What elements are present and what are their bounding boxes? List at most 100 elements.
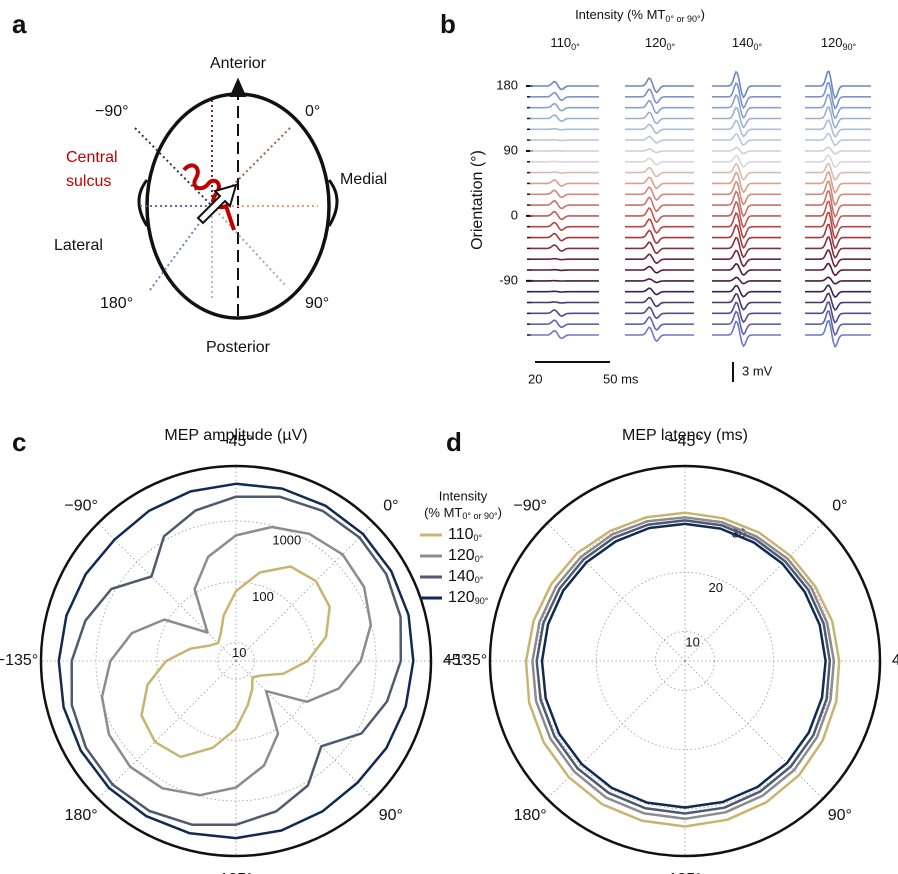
trace	[712, 211, 781, 240]
panel-label: b	[440, 9, 456, 39]
trace	[625, 111, 694, 125]
grid-line	[546, 522, 686, 662]
theta-tick-label: 45°	[892, 652, 898, 669]
trace	[712, 162, 781, 181]
label: Medial	[340, 171, 387, 188]
y-axis-label: Orientation (°)	[469, 150, 486, 250]
theta-tick-label: 90°	[828, 807, 852, 824]
label: Anterior	[210, 55, 267, 72]
trace	[712, 276, 781, 285]
text: 90°	[475, 596, 489, 606]
trace	[530, 199, 599, 210]
grid-circle	[156, 581, 316, 741]
label: Lateral	[54, 237, 103, 254]
trace	[805, 301, 871, 324]
panel-label: d	[446, 427, 462, 457]
trace	[625, 148, 694, 154]
text: 0°	[571, 42, 580, 52]
polar-chart: MEP latency (ms)−45° 0° 45° 90° 135° 180° −135…	[445, 427, 898, 874]
trace	[530, 301, 599, 304]
text: 0° or 90°	[462, 511, 498, 521]
trace	[712, 284, 781, 298]
trace	[805, 211, 871, 240]
trace	[805, 190, 871, 219]
trace	[805, 132, 871, 147]
text: 90°	[843, 42, 857, 52]
head-diagram	[134, 77, 339, 322]
trace	[712, 249, 781, 268]
r-tick-label: 10	[232, 645, 246, 660]
trace	[625, 77, 694, 94]
trace	[625, 326, 694, 343]
traces	[527, 70, 871, 349]
grid-line	[97, 660, 237, 800]
trace	[530, 257, 599, 261]
trace	[712, 132, 781, 147]
series-line	[535, 519, 832, 815]
text: 140	[732, 35, 754, 50]
series-line	[531, 516, 836, 821]
text: (% MT	[424, 505, 462, 520]
theta-tick-label: 90°	[379, 807, 403, 824]
trace	[712, 81, 781, 110]
trace	[805, 119, 871, 138]
series-line	[70, 495, 403, 826]
trace	[625, 287, 694, 296]
trace	[625, 196, 694, 213]
text: 110	[550, 35, 571, 50]
trace	[712, 223, 781, 250]
y-tick-label: 0	[511, 207, 518, 222]
trace	[805, 200, 871, 230]
y-tick-label: 180	[496, 77, 518, 92]
trace	[625, 123, 694, 135]
trace	[530, 80, 599, 91]
trace	[530, 114, 599, 123]
theta-tick-label: 135°	[668, 871, 701, 874]
text: 0°	[667, 42, 676, 52]
trace	[625, 206, 694, 224]
column-label: 1100°	[550, 35, 580, 52]
grid-line	[235, 522, 375, 662]
scale-label: 3 mV	[742, 363, 773, 378]
trace	[712, 154, 781, 168]
text: 120	[645, 35, 667, 50]
legend-label: 1200°	[448, 547, 484, 564]
text: 110	[448, 526, 474, 543]
series-line	[540, 522, 827, 809]
series-line	[100, 525, 373, 797]
trace	[712, 262, 781, 276]
panel-label: a	[12, 9, 27, 39]
coil-arrow	[196, 183, 238, 225]
theta-tick-label: 45°	[443, 652, 467, 669]
trace	[625, 99, 694, 115]
text: 0°	[475, 575, 484, 585]
trace	[530, 329, 599, 340]
theta-tick-label: −45°	[219, 433, 253, 450]
grid-circle	[595, 571, 775, 751]
trace	[625, 157, 694, 166]
angle-label: 0°	[305, 103, 320, 120]
trace	[805, 171, 871, 194]
ear	[327, 179, 339, 227]
trace	[805, 146, 871, 155]
scale-label: 20	[528, 371, 542, 386]
trace	[530, 232, 599, 242]
text: )	[498, 505, 502, 520]
trace	[805, 223, 871, 250]
legend-label: 1400°	[448, 568, 484, 585]
column-label: 12090°	[821, 35, 857, 52]
trace	[805, 262, 871, 277]
trace	[712, 93, 781, 120]
trace	[805, 93, 871, 120]
r-tick-label: 100	[252, 589, 274, 604]
trace	[625, 265, 694, 274]
theta-tick-label: −45°	[668, 433, 702, 450]
text: )	[701, 7, 705, 22]
grid-line	[546, 660, 686, 800]
trace	[712, 301, 781, 324]
trace	[712, 292, 781, 311]
trace	[530, 309, 599, 317]
trace	[625, 218, 694, 234]
trace	[530, 138, 599, 142]
legend-label: 12090°	[448, 589, 489, 606]
